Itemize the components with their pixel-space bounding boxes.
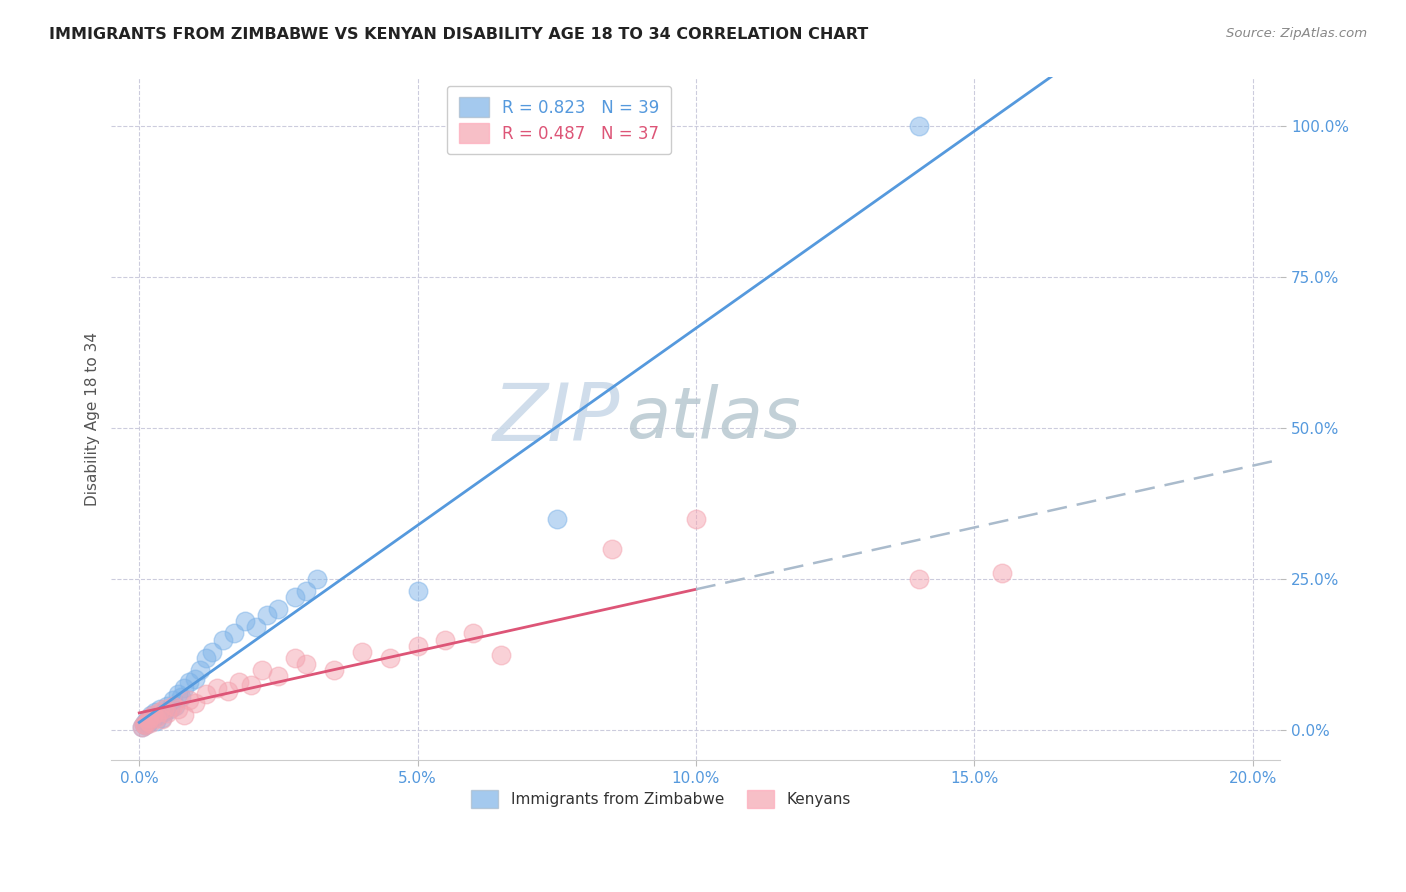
Point bbox=[131, 720, 153, 734]
Point bbox=[142, 711, 165, 725]
Point bbox=[350, 644, 373, 658]
Point bbox=[162, 698, 184, 713]
Point bbox=[153, 702, 176, 716]
Point bbox=[195, 650, 218, 665]
Point bbox=[245, 620, 267, 634]
Point bbox=[184, 672, 207, 686]
Point bbox=[173, 681, 195, 695]
Point bbox=[132, 717, 155, 731]
Point bbox=[205, 681, 228, 695]
Text: atlas: atlas bbox=[626, 384, 800, 453]
Point bbox=[184, 696, 207, 710]
Point bbox=[149, 702, 172, 716]
Point bbox=[162, 693, 184, 707]
Point bbox=[150, 712, 173, 726]
Point bbox=[546, 511, 568, 525]
Point bbox=[907, 572, 929, 586]
Point bbox=[138, 711, 160, 725]
Point bbox=[159, 702, 181, 716]
Point bbox=[148, 705, 170, 719]
Point bbox=[295, 657, 318, 671]
Point bbox=[153, 705, 176, 719]
Point bbox=[131, 720, 153, 734]
Text: IMMIGRANTS FROM ZIMBABWE VS KENYAN DISABILITY AGE 18 TO 34 CORRELATION CHART: IMMIGRANTS FROM ZIMBABWE VS KENYAN DISAB… bbox=[49, 27, 869, 42]
Point bbox=[134, 718, 156, 732]
Point bbox=[142, 708, 165, 723]
Point bbox=[406, 584, 429, 599]
Point bbox=[284, 591, 307, 605]
Point bbox=[406, 639, 429, 653]
Point bbox=[463, 626, 485, 640]
Point bbox=[307, 572, 329, 586]
Point bbox=[685, 511, 707, 525]
Point bbox=[190, 663, 212, 677]
Point bbox=[173, 708, 195, 723]
Legend: Immigrants from Zimbabwe, Kenyans: Immigrants from Zimbabwe, Kenyans bbox=[464, 784, 858, 814]
Point bbox=[179, 674, 201, 689]
Point bbox=[150, 711, 173, 725]
Text: Source: ZipAtlas.com: Source: ZipAtlas.com bbox=[1226, 27, 1367, 40]
Point bbox=[195, 687, 218, 701]
Point bbox=[295, 584, 318, 599]
Point bbox=[250, 663, 273, 677]
Point bbox=[167, 702, 190, 716]
Point bbox=[148, 708, 170, 723]
Point bbox=[323, 663, 346, 677]
Point bbox=[256, 608, 278, 623]
Point bbox=[138, 711, 160, 725]
Point bbox=[991, 566, 1014, 580]
Text: ZIP: ZIP bbox=[492, 380, 620, 458]
Point bbox=[134, 718, 156, 732]
Point bbox=[143, 705, 166, 719]
Point bbox=[378, 650, 401, 665]
Point bbox=[489, 648, 512, 662]
Point bbox=[907, 119, 929, 133]
Point bbox=[222, 626, 245, 640]
Point bbox=[434, 632, 457, 647]
Point bbox=[135, 714, 157, 728]
Point bbox=[284, 650, 307, 665]
Point bbox=[156, 698, 179, 713]
Point bbox=[136, 715, 159, 730]
Point bbox=[239, 678, 262, 692]
Point bbox=[139, 712, 162, 726]
Point bbox=[179, 693, 201, 707]
Point bbox=[132, 717, 155, 731]
Point bbox=[267, 602, 290, 616]
Point bbox=[267, 669, 290, 683]
Point bbox=[139, 715, 162, 730]
Point bbox=[136, 714, 159, 728]
Point bbox=[602, 541, 624, 556]
Point bbox=[217, 684, 239, 698]
Point bbox=[233, 615, 256, 629]
Y-axis label: Disability Age 18 to 34: Disability Age 18 to 34 bbox=[86, 332, 100, 506]
Point bbox=[167, 687, 190, 701]
Point bbox=[165, 698, 187, 713]
Point bbox=[228, 674, 250, 689]
Point bbox=[141, 708, 163, 723]
Point bbox=[211, 632, 233, 647]
Point bbox=[170, 690, 193, 704]
Point bbox=[145, 711, 167, 725]
Point bbox=[145, 714, 167, 728]
Point bbox=[156, 706, 179, 721]
Point bbox=[201, 644, 224, 658]
